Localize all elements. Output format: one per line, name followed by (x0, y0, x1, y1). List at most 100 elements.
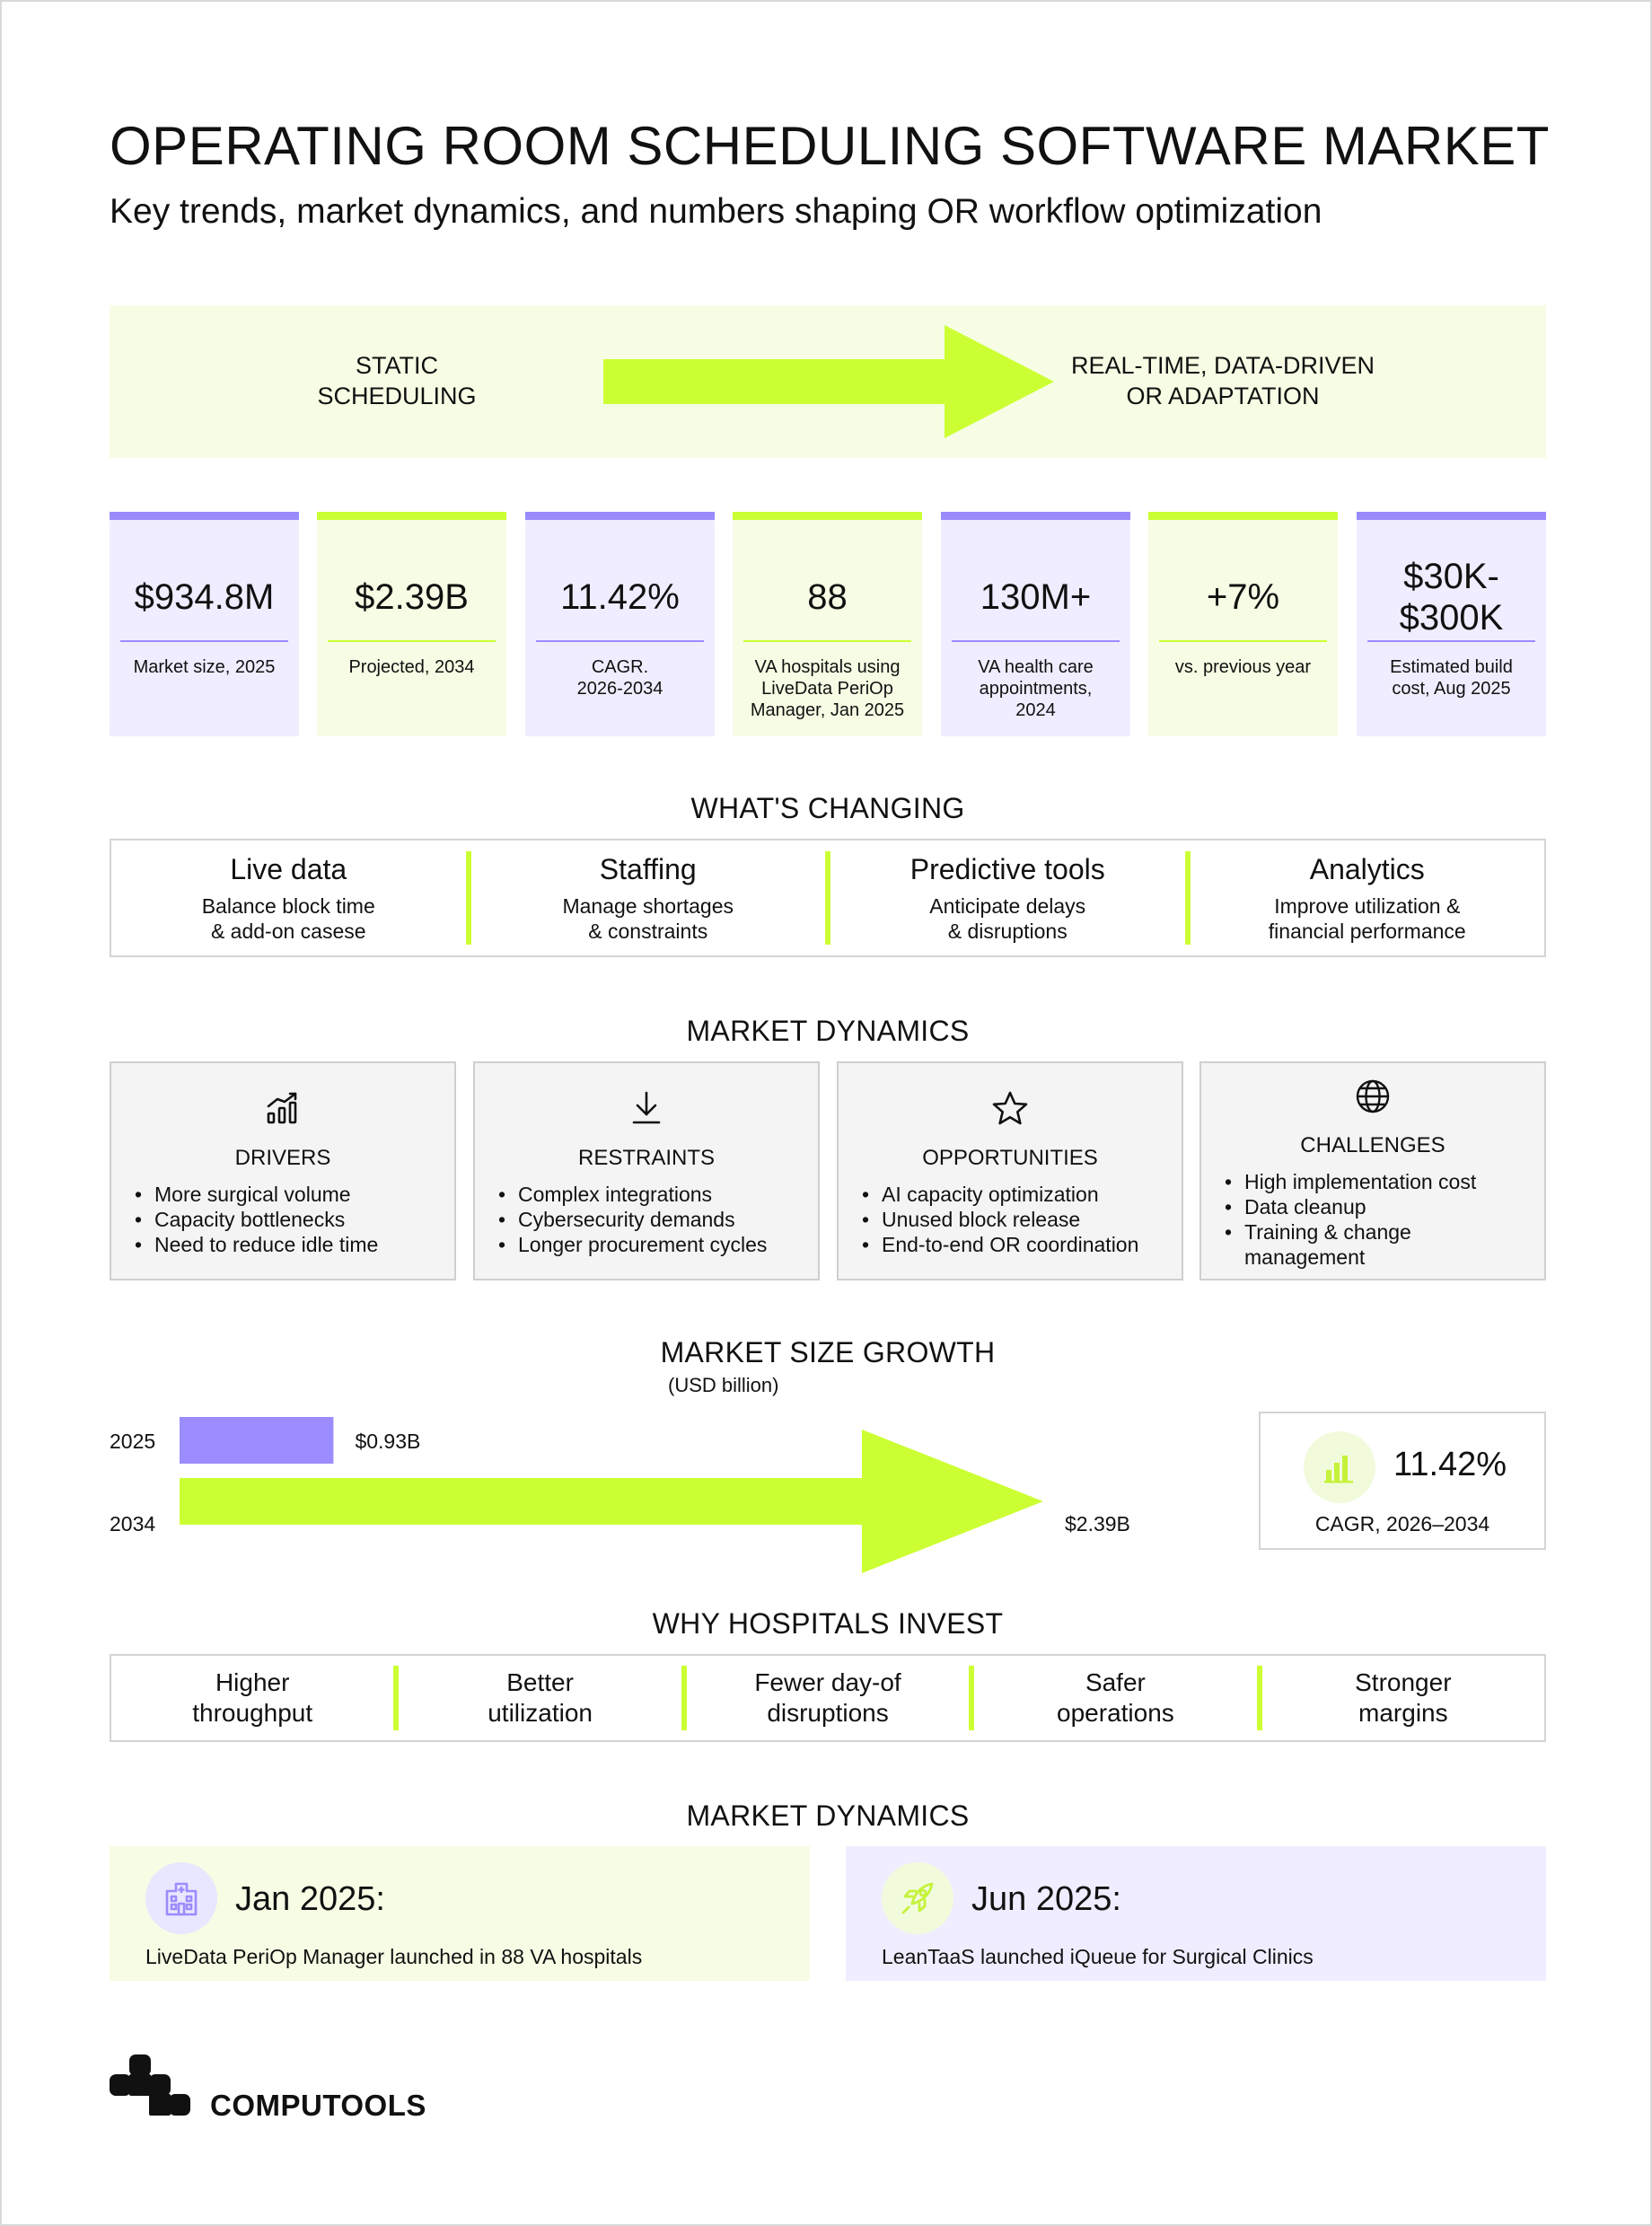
stat-card-yoy: +7% vs. previous year (1148, 512, 1338, 736)
bar-2034 (180, 1430, 1043, 1573)
changing-heading: Staffing (599, 852, 697, 885)
list-item: Capacity bottlenecks (135, 1207, 445, 1232)
stat-divider (120, 640, 288, 642)
dynamics-card-title: RESTRAINTS (577, 1146, 715, 1170)
stat-divider (1159, 640, 1327, 642)
list-item: High implementation cost (1225, 1169, 1535, 1194)
changing-text: Improve utilization & financial performa… (1268, 893, 1466, 943)
event-text: LeanTaaS launched iQueue for Surgical Cl… (882, 1945, 1314, 1968)
hospital-icon (145, 1862, 217, 1934)
event-card-jan-2025: Jan 2025: LiveData PeriOp Manager launch… (110, 1846, 810, 1981)
list-item: Complex integrations (498, 1182, 809, 1207)
list-item: Data cleanup (1225, 1194, 1535, 1219)
stat-label: Estimated build cost, Aug 2025 (1390, 657, 1513, 699)
list-item: Longer procurement cycles (498, 1232, 809, 1257)
section-title-invest: WHY HOSPITALS INVEST (652, 1607, 1004, 1640)
bar-category-label: 2034 (110, 1512, 156, 1535)
stat-value: $2.39B (355, 577, 469, 617)
list-item: Need to reduce idle time (135, 1232, 445, 1257)
invest-item: Safer operations (969, 1666, 1256, 1730)
star-icon (839, 1090, 1182, 1132)
stat-divider (1367, 640, 1535, 642)
changing-heading: Live data (230, 852, 347, 885)
stat-divider (328, 640, 496, 642)
transition-to: REAL-TIME, DATA-DRIVEN OR ADAPTATION (1070, 352, 1375, 409)
invest-item: Higher throughput (192, 1668, 313, 1727)
stat-label: VA health care appointments, 2024 (978, 657, 1094, 720)
bar-value-label: $2.39B (1065, 1512, 1130, 1535)
changing-text: Anticipate delays & disruptions (929, 893, 1086, 943)
list-item: More surgical volume (135, 1182, 445, 1207)
bar-category-label: 2025 (110, 1430, 156, 1453)
stat-value: $934.8M (134, 577, 275, 617)
transition-banner: STATIC SCHEDULING REAL-TIME, DATA-DRIVEN… (110, 305, 1546, 458)
dynamics-card-title: DRIVERS (234, 1146, 331, 1170)
stat-value: 88 (807, 577, 848, 617)
stat-label: Projected, 2034 (348, 657, 475, 677)
invest-box: Higher throughput Better utilization Few… (110, 1654, 1546, 1742)
stat-divider (952, 640, 1120, 642)
stat-card-va-appointments: 130M+ VA health care appointments, 2024 (941, 512, 1130, 736)
cagr-value: 11.42% (1393, 1446, 1507, 1483)
changing-heading: Predictive tools (909, 852, 1105, 885)
changing-heading: Analytics (1309, 852, 1425, 885)
cagr-label: CAGR, 2026–2034 (1314, 1512, 1490, 1535)
dynamics-list: AI capacity optimization Unused block re… (862, 1182, 1173, 1257)
stat-card-cagr: 11.42% CAGR. 2026-2034 (525, 512, 715, 736)
stat-label: Market size, 2025 (133, 657, 276, 677)
stat-label: CAGR. 2026-2034 (576, 657, 663, 699)
dynamics-list: High implementation cost Data cleanup Tr… (1225, 1169, 1535, 1270)
stat-value: $30K- $300K (1399, 557, 1504, 638)
chart-unit-label: (USD billion) (668, 1374, 779, 1396)
chart-title: MARKET SIZE GROWTH (660, 1336, 996, 1368)
dynamics-card-challenges: CHALLENGES High implementation cost Data… (1199, 1061, 1546, 1280)
section-title-dynamics: MARKET DYNAMICS (686, 1015, 970, 1047)
stat-value: +7% (1206, 577, 1280, 617)
list-item: Training & change management (1225, 1219, 1535, 1270)
dynamics-card-title: OPPORTUNITIES (922, 1146, 1098, 1170)
stat-card-projected: $2.39B Projected, 2034 (317, 512, 506, 736)
download-arrow-icon (475, 1090, 818, 1131)
dynamics-list: Complex integrations Cybersecurity deman… (498, 1182, 809, 1257)
cagr-card: 11.42% CAGR, 2026–2034 (1259, 1412, 1546, 1550)
market-growth-chart (180, 1417, 1043, 1573)
event-card-jun-2025: Jun 2025: LeanTaaS launched iQueue for S… (846, 1846, 1546, 1981)
invest-item: Stronger margins (1256, 1666, 1544, 1730)
brand-name: COMPUTOOLS (210, 2089, 426, 2122)
rocket-icon (882, 1862, 953, 1934)
changing-item-staffing: Staffing Manage shortages & constraints (465, 851, 826, 945)
computools-logo (110, 2054, 190, 2116)
dynamics-card-restraints: RESTRAINTS Complex integrations Cybersec… (473, 1061, 820, 1280)
dynamics-card-opportunities: OPPORTUNITIES AI capacity optimization U… (837, 1061, 1183, 1280)
section-title-events: MARKET DYNAMICS (686, 1799, 970, 1832)
globe-icon (1201, 1078, 1544, 1120)
changing-item-predictive-tools: Predictive tools Anticipate delays & dis… (825, 851, 1185, 945)
stat-card-build-cost: $30K- $300K Estimated build cost, Aug 20… (1357, 512, 1546, 736)
page-title: OPERATING ROOM SCHEDULING SOFTWARE MARKE… (110, 116, 1550, 176)
stat-label: vs. previous year (1174, 657, 1312, 677)
transition-arrow-icon (603, 325, 1054, 438)
event-date: Jan 2025: (235, 1880, 385, 1918)
invest-item: Fewer day-of disruptions (681, 1666, 969, 1730)
growth-chart-icon (111, 1090, 454, 1131)
dynamics-card-drivers: DRIVERS More surgical volume Capacity bo… (110, 1061, 456, 1280)
event-text: LiveData PeriOp Manager launched in 88 V… (145, 1945, 643, 1968)
stat-card-va-hospitals: 88 VA hospitals using LiveData PeriOp Ma… (733, 512, 922, 736)
section-title-changing: WHAT'S CHANGING (690, 792, 965, 824)
stat-card-market-size: $934.8M Market size, 2025 (110, 512, 299, 736)
changing-text: Manage shortages & constraints (562, 893, 734, 943)
changing-item-live-data: Live data Balance block time & add-on ca… (111, 851, 466, 945)
bar-2025 (180, 1417, 334, 1464)
dynamics-card-title: CHALLENGES (1300, 1133, 1446, 1157)
invest-item: Better utilization (393, 1666, 681, 1730)
transition-from: STATIC SCHEDULING (317, 352, 477, 409)
list-item: Unused block release (862, 1207, 1173, 1232)
list-item: End-to-end OR coordination (862, 1232, 1173, 1257)
bar-chart-icon (1304, 1431, 1375, 1503)
bar-value-label: $0.93B (355, 1430, 421, 1453)
page-subtitle: Key trends, market dynamics, and numbers… (110, 192, 1322, 231)
dynamics-list: More surgical volume Capacity bottleneck… (135, 1182, 445, 1257)
changing-text: Balance block time & add-on casese (201, 893, 375, 943)
stat-value: 11.42% (560, 577, 680, 617)
